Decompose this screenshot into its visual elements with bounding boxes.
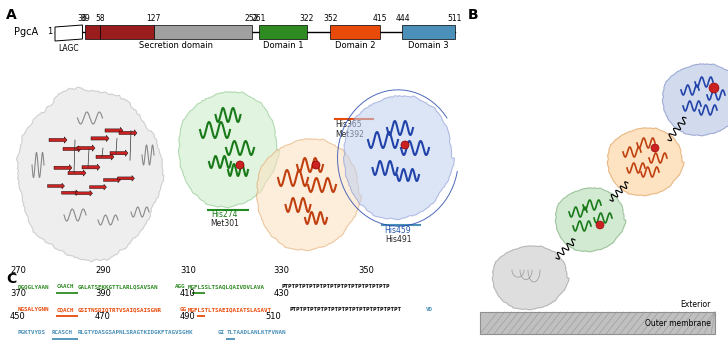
FancyArrow shape <box>90 184 106 190</box>
FancyArrow shape <box>61 190 79 195</box>
Polygon shape <box>344 96 454 220</box>
Circle shape <box>709 83 719 93</box>
Text: 39: 39 <box>80 14 90 23</box>
FancyArrow shape <box>49 137 67 143</box>
Text: DGQGLYAAN: DGQGLYAAN <box>18 284 50 289</box>
Text: RLGTYDASGSAPNLSRAGTKIDGKFTAGVSGHK: RLGTYDASGSAPNLSRAGTKIDGKFTAGVSGHK <box>77 330 193 335</box>
Text: MGFLSSLTSAQLQAIVDVLAVA: MGFLSSLTSAQLQAIVDVLAVA <box>188 284 265 289</box>
Polygon shape <box>16 87 164 262</box>
Text: 510: 510 <box>265 312 281 321</box>
Text: 252: 252 <box>245 14 259 23</box>
Circle shape <box>236 161 244 169</box>
Text: Domain 3: Domain 3 <box>408 41 449 50</box>
FancyArrow shape <box>76 190 92 196</box>
Text: TLTAADLANLKTFVNAN: TLTAADLANLKTFVNAN <box>226 330 286 335</box>
Text: 330: 330 <box>274 266 290 275</box>
Text: MGFLSTLTSAEIQAIATSLASAVT: MGFLSTLTSAEIQAIATSLASAVT <box>188 307 272 312</box>
Polygon shape <box>607 128 684 196</box>
Text: CQACH: CQACH <box>56 307 74 312</box>
Text: 444: 444 <box>395 14 410 23</box>
Polygon shape <box>178 92 280 208</box>
Text: Domain 1: Domain 1 <box>263 41 303 50</box>
Text: Met392: Met392 <box>335 130 364 139</box>
FancyArrow shape <box>68 170 86 176</box>
FancyArrow shape <box>82 164 100 171</box>
Text: His274: His274 <box>212 210 238 219</box>
Text: GG: GG <box>180 307 186 312</box>
FancyArrow shape <box>110 150 128 156</box>
Text: PTPTPTPTPTPTPTPTPTPTPTPTPTPTPTP: PTPTPTPTPTPTPTPTPTPTPTPTPTPTPTP <box>282 284 390 289</box>
FancyArrow shape <box>105 127 123 134</box>
Text: RCASCH: RCASCH <box>52 330 73 335</box>
Text: 415: 415 <box>373 14 387 23</box>
FancyArrow shape <box>77 145 95 151</box>
Text: PTPTPTPTPTPTPTPTPTPTPTPTPTPTPTPT: PTPTPTPTPTPTPTPTPTPTPTPTPTPTPTPT <box>290 307 402 312</box>
Text: A: A <box>6 8 17 22</box>
Text: GI: GI <box>218 330 225 335</box>
Text: B: B <box>468 8 478 22</box>
Text: GSITNSDIQTRTVSAIQSAISGNR: GSITNSDIQTRTVSAIQSAISGNR <box>77 307 162 312</box>
Text: CAACH: CAACH <box>56 284 74 289</box>
Circle shape <box>312 161 320 169</box>
Bar <box>154 25 252 39</box>
Text: NGSALYGNN: NGSALYGNN <box>18 307 50 312</box>
Circle shape <box>596 221 604 229</box>
Bar <box>403 25 455 39</box>
Polygon shape <box>555 188 626 252</box>
Text: VD: VD <box>426 307 433 312</box>
Text: 270: 270 <box>10 266 26 275</box>
Text: 450: 450 <box>10 312 26 321</box>
Text: Outer membrane: Outer membrane <box>645 320 711 328</box>
Polygon shape <box>55 25 82 41</box>
Circle shape <box>651 144 659 152</box>
Text: 352: 352 <box>323 14 338 23</box>
FancyArrow shape <box>119 130 137 136</box>
Text: C: C <box>6 272 16 286</box>
FancyArrow shape <box>63 146 81 152</box>
FancyArrow shape <box>117 176 135 181</box>
Bar <box>480 312 715 334</box>
Text: Met301: Met301 <box>210 219 240 228</box>
Text: AGG: AGG <box>175 284 186 289</box>
FancyArrow shape <box>47 183 65 189</box>
FancyArrow shape <box>91 135 109 141</box>
Text: Secretion domain: Secretion domain <box>139 41 213 50</box>
Text: Exterior: Exterior <box>681 300 711 309</box>
FancyArrow shape <box>96 154 114 160</box>
Text: Domain 2: Domain 2 <box>335 41 375 50</box>
Text: His491: His491 <box>385 235 411 244</box>
Text: 127: 127 <box>146 14 161 23</box>
Text: His459: His459 <box>384 226 411 235</box>
Text: 430: 430 <box>274 289 290 298</box>
FancyArrow shape <box>54 165 72 171</box>
Polygon shape <box>256 139 361 251</box>
Bar <box>100 25 154 39</box>
Text: 36: 36 <box>78 14 87 23</box>
Text: 322: 322 <box>300 14 314 23</box>
Bar <box>84 25 100 39</box>
Text: His365: His365 <box>335 120 362 129</box>
Text: 350: 350 <box>359 266 374 275</box>
Text: 58: 58 <box>95 14 105 23</box>
FancyArrow shape <box>103 177 121 183</box>
Text: LAGC: LAGC <box>58 44 79 53</box>
Bar <box>331 25 380 39</box>
Text: PgcA: PgcA <box>14 27 38 37</box>
Text: 410: 410 <box>180 289 196 298</box>
Text: PGKTVYDS: PGKTVYDS <box>18 330 46 335</box>
Text: 511: 511 <box>448 14 462 23</box>
Text: 310: 310 <box>180 266 196 275</box>
Text: 290: 290 <box>95 266 111 275</box>
Bar <box>259 25 306 39</box>
Text: 370: 370 <box>10 289 26 298</box>
Text: 1: 1 <box>47 27 52 36</box>
Polygon shape <box>662 64 728 136</box>
Polygon shape <box>492 246 569 310</box>
Text: 470: 470 <box>95 312 111 321</box>
Text: GALATSEKKGTTLARLQSAVSAN: GALATSEKKGTTLARLQSAVSAN <box>77 284 158 289</box>
Text: 261: 261 <box>252 14 266 23</box>
Text: 390: 390 <box>95 289 111 298</box>
Circle shape <box>401 141 409 149</box>
Text: 490: 490 <box>180 312 196 321</box>
